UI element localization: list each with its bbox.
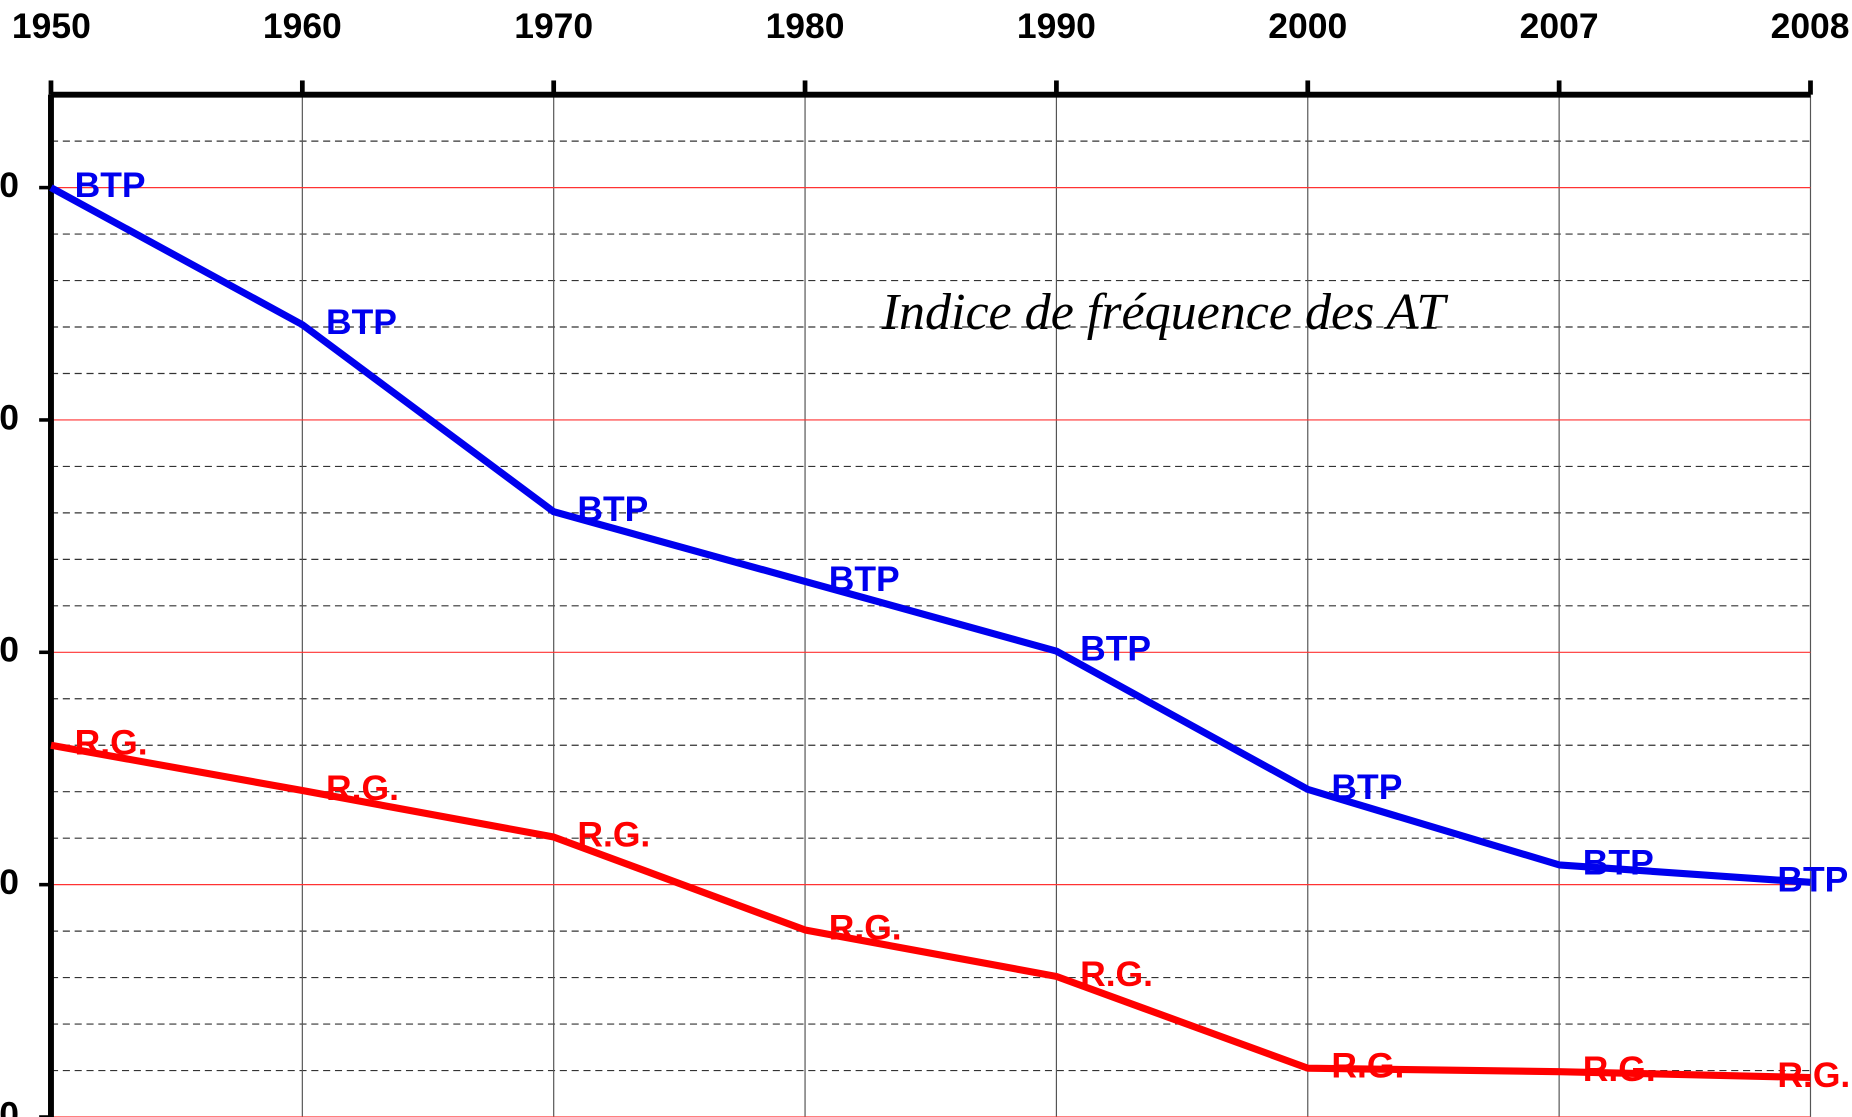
- x-tick-label: 2000: [1268, 6, 1347, 46]
- data-label: R.G.: [1583, 1049, 1656, 1089]
- x-tick-label: 1990: [1017, 6, 1096, 46]
- data-label: R.G.: [829, 907, 902, 947]
- x-tick-label: 1960: [263, 6, 342, 46]
- data-label: R.G.: [1777, 1055, 1850, 1095]
- chart-title: Indice de fréquence des AT: [881, 284, 1450, 341]
- data-label: BTP: [1331, 767, 1402, 807]
- data-label: BTP: [1777, 860, 1848, 900]
- chart: 40 60 80 100 120 1950 1960 1970 1980 1990 2000 2007…: [0, 0, 1852, 1117]
- data-label: R.G.: [1080, 954, 1153, 994]
- data-label: BTP: [75, 165, 146, 205]
- series-line: [51, 745, 1811, 1077]
- y-tick-label: 100: [0, 397, 19, 437]
- y-tick-label: 60: [0, 862, 19, 902]
- page: {"chart_data": {"type": "line", "title":…: [0, 0, 1852, 1117]
- data-label: R.G.: [1331, 1046, 1404, 1086]
- data-label: BTP: [1080, 629, 1151, 669]
- x-tick-label: 2007: [1520, 6, 1599, 46]
- y-tick-label: 40: [0, 1094, 19, 1117]
- y-tick-label: 80: [0, 630, 19, 670]
- x-tick-label: 1950: [12, 6, 91, 46]
- y-tick-label: 120: [0, 165, 19, 205]
- data-label: BTP: [326, 302, 397, 342]
- data-label: R.G.: [75, 723, 148, 763]
- x-tick-label: 2008: [1771, 6, 1850, 46]
- data-label: R.G.: [577, 814, 650, 854]
- data-label: BTP: [577, 489, 648, 529]
- data-label: BTP: [829, 559, 900, 599]
- data-label: BTP: [1583, 842, 1654, 882]
- data-label: R.G.: [326, 768, 399, 808]
- x-tick-label: 1980: [766, 6, 845, 46]
- x-tick-label: 1970: [514, 6, 593, 46]
